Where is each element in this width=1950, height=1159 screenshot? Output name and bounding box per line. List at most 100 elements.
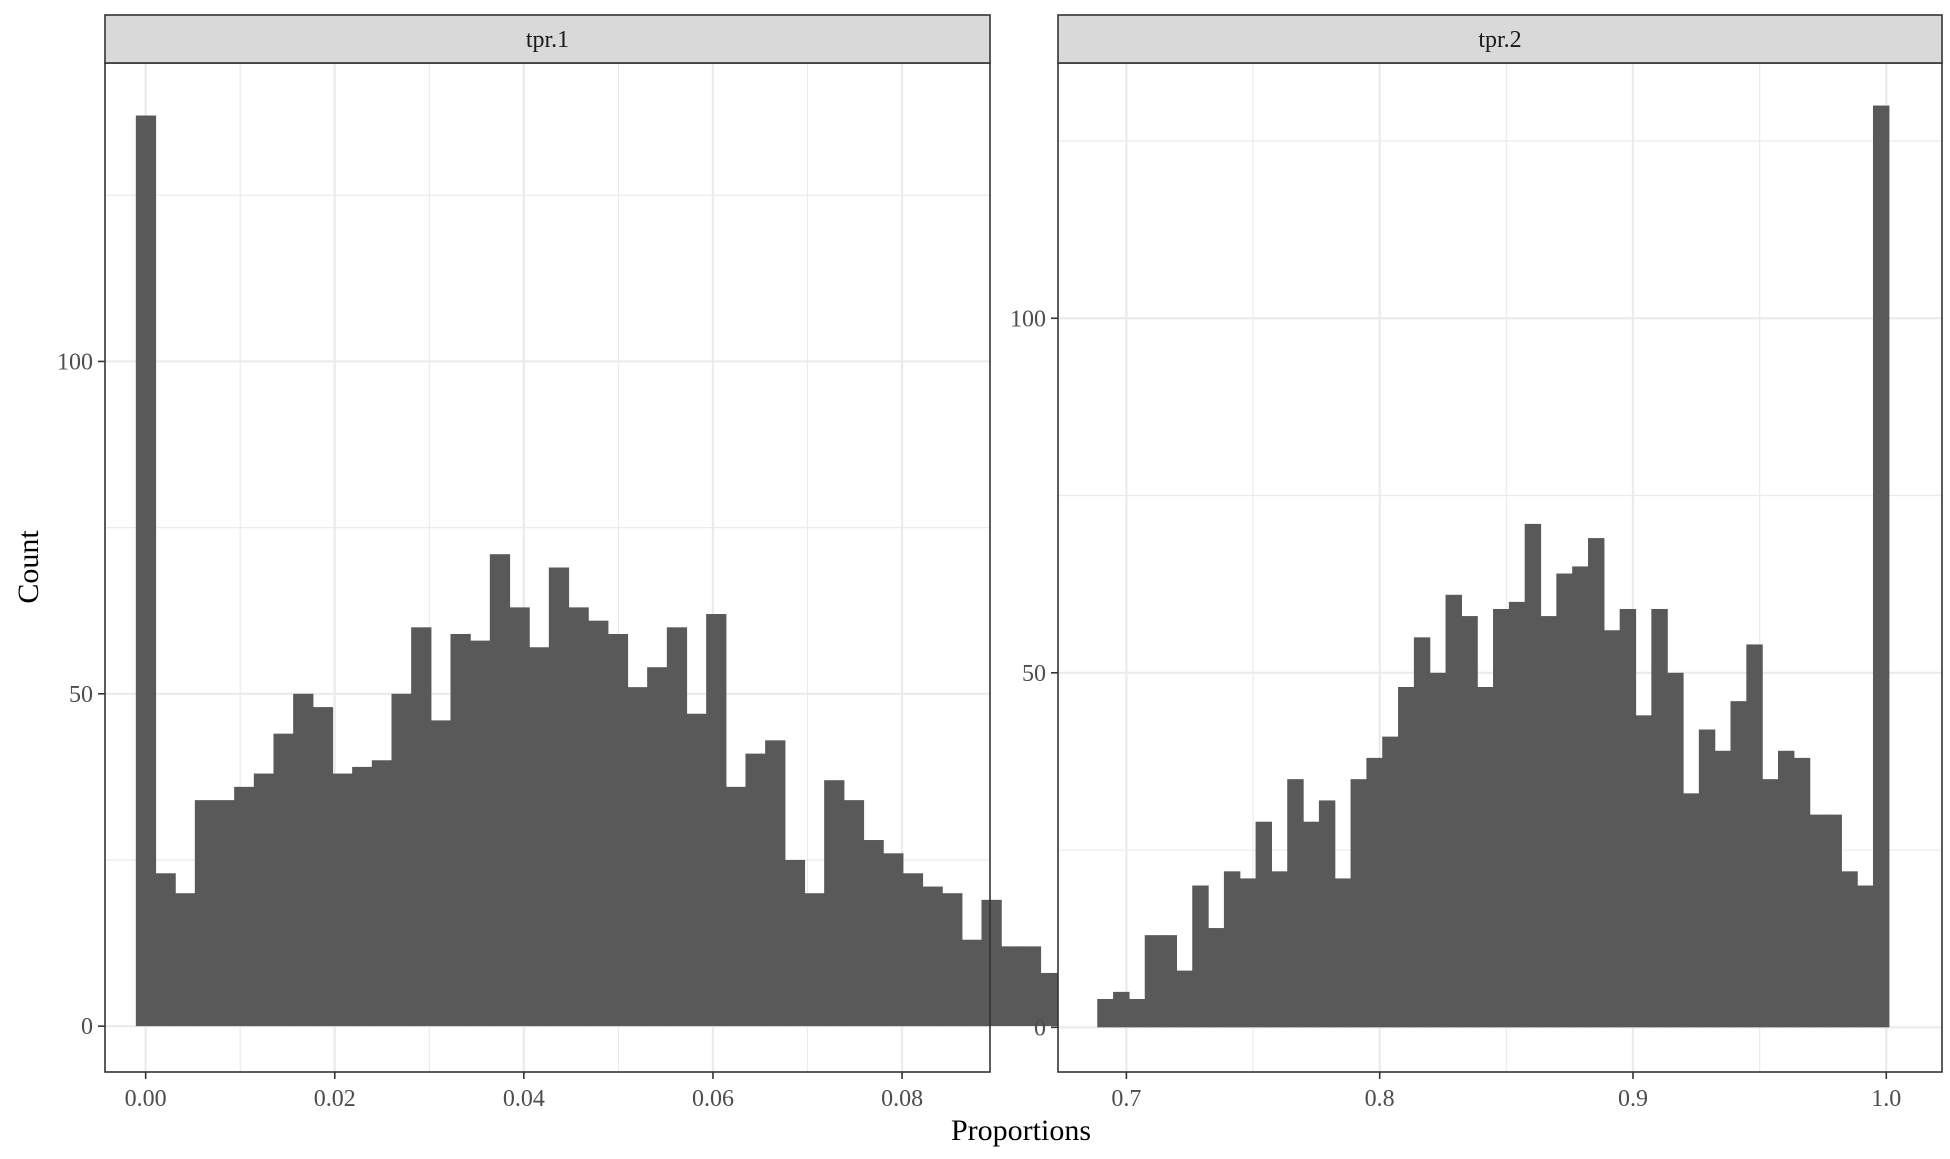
histogram-bars bbox=[135, 115, 1120, 1027]
x-tick-label: 0.08 bbox=[881, 1086, 923, 1112]
histogram-bar bbox=[1777, 750, 1795, 1028]
histogram-bar bbox=[391, 693, 412, 1027]
x-tick-label: 1.0 bbox=[1871, 1086, 1901, 1112]
histogram-bar bbox=[627, 687, 648, 1027]
x-tick-label: 0.04 bbox=[503, 1086, 545, 1112]
strip-label-tpr-1: tpr.1 bbox=[526, 27, 569, 53]
y-axis-title: Count bbox=[12, 530, 45, 604]
histogram-bar bbox=[430, 720, 452, 1027]
histogram-bar bbox=[155, 873, 176, 1027]
histogram-bar bbox=[293, 693, 314, 1027]
histogram-bar bbox=[1572, 566, 1589, 1028]
histogram-bar bbox=[273, 733, 294, 1027]
histogram-bar bbox=[253, 773, 275, 1027]
panel-tpr-1: tpr.1 0.00 0.02 0.04 0.06 0.08 0 50 100 bbox=[57, 14, 1120, 1112]
x-tick-label: 0.02 bbox=[314, 1086, 356, 1112]
histogram-bar bbox=[1714, 750, 1732, 1028]
x-tick-label: 0.9 bbox=[1618, 1086, 1648, 1112]
histogram-bar bbox=[1683, 793, 1700, 1028]
histogram-bar bbox=[1303, 821, 1320, 1028]
x-axis-title: Proportions bbox=[951, 1114, 1091, 1147]
histogram-bar bbox=[470, 640, 491, 1027]
histogram-bar bbox=[1524, 523, 1542, 1028]
histogram-bar bbox=[1588, 538, 1605, 1028]
y-tick-label: 50 bbox=[1022, 661, 1046, 687]
histogram-bar bbox=[1825, 814, 1842, 1028]
histogram-bar bbox=[666, 627, 688, 1027]
histogram-bar bbox=[1287, 779, 1304, 1028]
histogram-bar bbox=[607, 633, 629, 1027]
histogram-bar bbox=[1020, 946, 1042, 1027]
histogram-bar bbox=[1382, 736, 1399, 1028]
histogram-bar bbox=[1841, 871, 1858, 1028]
histogram-bar bbox=[883, 853, 904, 1027]
histogram-bar bbox=[1540, 616, 1557, 1028]
histogram-bar bbox=[1477, 686, 1494, 1028]
histogram-bar bbox=[214, 800, 235, 1027]
histogram-bar bbox=[194, 800, 216, 1027]
histogram-bar bbox=[1698, 729, 1716, 1028]
histogram-bar bbox=[509, 607, 530, 1027]
histogram-bar bbox=[568, 607, 589, 1027]
histogram-bar bbox=[647, 667, 668, 1027]
histogram-bar bbox=[1366, 757, 1383, 1028]
histogram-bar bbox=[1192, 885, 1209, 1028]
x-tick-label: 0.06 bbox=[692, 1086, 734, 1112]
histogram-bar bbox=[1334, 878, 1352, 1028]
histogram-bar bbox=[1318, 800, 1336, 1028]
histogram-bar bbox=[312, 707, 334, 1027]
histogram-bar bbox=[1176, 970, 1193, 1028]
histogram-bar bbox=[1413, 637, 1431, 1028]
histogram-bar bbox=[1223, 871, 1241, 1028]
x-tick-label: 0.7 bbox=[1111, 1086, 1141, 1112]
histogram-bar bbox=[332, 773, 353, 1027]
histogram-bar bbox=[371, 760, 393, 1027]
y-tick-label: 0 bbox=[1034, 1015, 1046, 1041]
histogram-bar bbox=[1619, 608, 1637, 1028]
histogram-bar bbox=[922, 886, 943, 1027]
x-tick-label: 0.00 bbox=[125, 1086, 167, 1112]
histogram-bar bbox=[1208, 928, 1225, 1028]
histogram-bar bbox=[175, 893, 196, 1027]
histogram-bars bbox=[1097, 105, 1890, 1028]
y-tick-label: 50 bbox=[69, 682, 93, 708]
histogram-bar bbox=[1113, 991, 1130, 1028]
y-tick-label: 100 bbox=[1010, 306, 1046, 332]
histogram-bar bbox=[1001, 946, 1022, 1027]
axis-ticks: 0.7 0.8 0.9 1.0 0 50 100 bbox=[1010, 306, 1901, 1112]
strip-background bbox=[1057, 14, 1943, 64]
histogram-bar bbox=[1128, 998, 1146, 1028]
histogram-bar bbox=[863, 840, 884, 1027]
histogram-bar bbox=[784, 859, 806, 1027]
histogram-bar bbox=[1556, 573, 1573, 1028]
histogram-bar bbox=[961, 939, 983, 1027]
histogram-bar bbox=[804, 893, 825, 1027]
histogram-bar bbox=[1271, 871, 1288, 1028]
histogram-bar bbox=[1239, 878, 1257, 1028]
histogram-bar bbox=[450, 633, 471, 1027]
histogram-bar bbox=[1872, 105, 1890, 1028]
histogram-bar bbox=[529, 647, 550, 1027]
histogram-bar bbox=[1429, 672, 1447, 1028]
y-tick-label: 0 bbox=[81, 1014, 93, 1040]
panel-tpr-2: tpr.2 0.7 0.8 0.9 1.0 0 50 100 bbox=[1010, 14, 1943, 1112]
histogram-bar bbox=[1667, 672, 1684, 1028]
histogram-bar bbox=[1445, 594, 1462, 1028]
histogram-bar bbox=[1793, 757, 1811, 1028]
histogram-bar bbox=[1809, 814, 1827, 1028]
histogram-bar bbox=[1635, 715, 1652, 1028]
histogram-bar bbox=[411, 627, 432, 1027]
histogram-bar bbox=[1746, 644, 1763, 1028]
histogram-bar bbox=[135, 115, 157, 1027]
histogram-bar bbox=[1651, 608, 1668, 1028]
histogram-bar bbox=[686, 713, 707, 1027]
histogram-bar bbox=[1762, 779, 1779, 1028]
y-tick-label: 100 bbox=[57, 349, 93, 375]
histogram-bar bbox=[1508, 601, 1526, 1028]
histogram-bar bbox=[1730, 701, 1747, 1028]
histogram-bar bbox=[942, 893, 963, 1027]
histogram-bar bbox=[1350, 779, 1367, 1028]
x-tick-label: 0.8 bbox=[1365, 1086, 1395, 1112]
histogram-bar bbox=[1493, 608, 1510, 1028]
